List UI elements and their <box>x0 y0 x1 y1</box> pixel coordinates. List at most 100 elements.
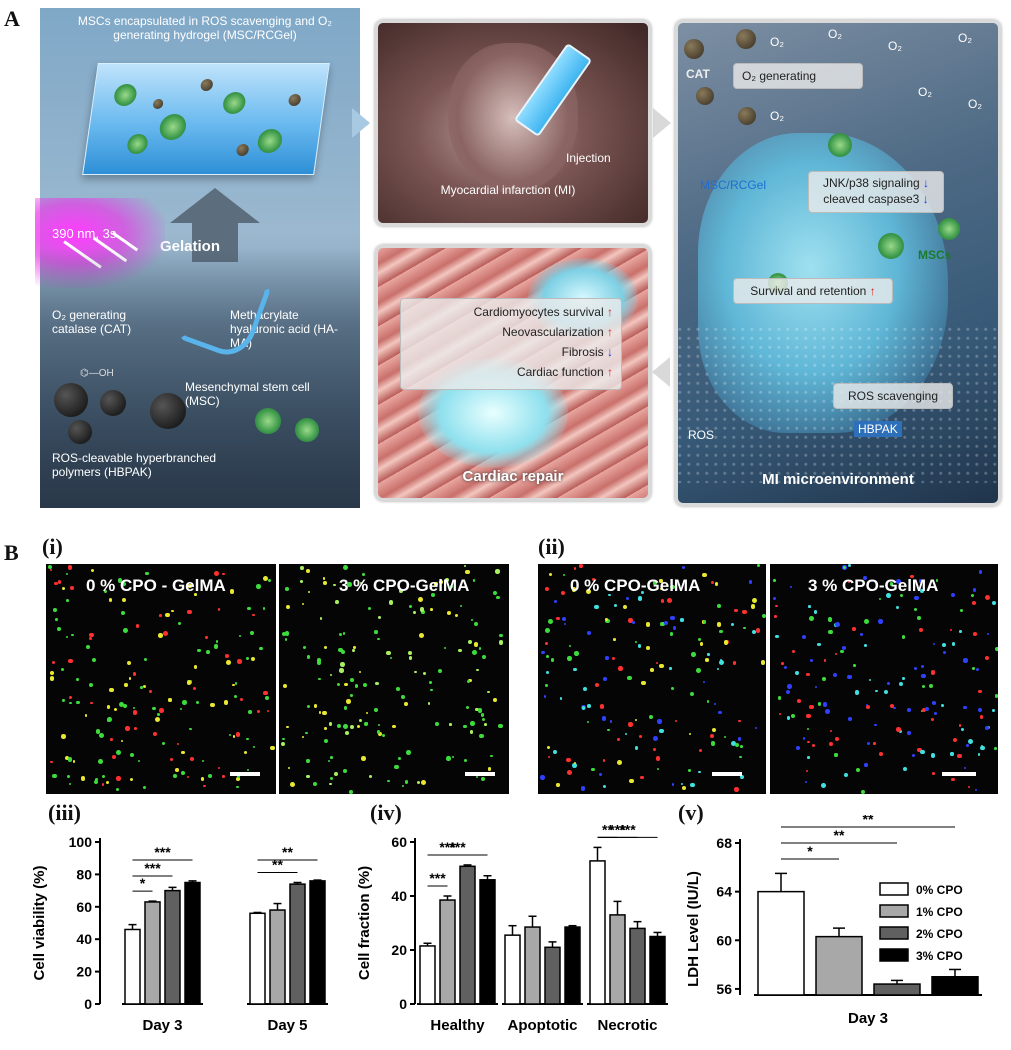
cell-dot <box>187 610 192 615</box>
cell-dot <box>943 651 947 655</box>
cell-dot <box>466 679 471 683</box>
cell-dot <box>847 716 852 721</box>
cell-dot <box>822 676 827 681</box>
cell-dot <box>182 699 187 705</box>
cell-dot <box>640 775 644 780</box>
y-axis-label: Cell fraction (%) <box>356 866 373 980</box>
cell-dot <box>628 722 633 727</box>
cell-dot <box>52 773 57 779</box>
cell-dot <box>449 584 453 588</box>
cell-dot <box>324 739 329 744</box>
cell-dot <box>646 622 651 627</box>
cell-dot <box>967 785 970 789</box>
arrow-right-icon <box>352 108 370 138</box>
y-axis-label: LDH Level (IU/L) <box>685 871 702 987</box>
significance-stars: *** <box>609 821 626 837</box>
legend-swatch <box>879 926 909 940</box>
cell-dot <box>69 701 72 705</box>
cell-dot <box>423 672 427 676</box>
cell-dot <box>237 658 242 664</box>
cell-dot <box>342 768 347 773</box>
uv-label: 390 nm, 3s <box>52 226 117 241</box>
cell-dot <box>378 723 381 726</box>
cell-dot <box>148 690 152 694</box>
cell-dot <box>434 582 438 586</box>
significance-stars: ** <box>834 827 845 843</box>
cell-dot <box>155 717 161 723</box>
cell-dot <box>984 725 990 731</box>
cell-dot <box>792 649 796 653</box>
cell-dot <box>458 648 462 653</box>
cell-dot <box>957 754 962 759</box>
cell-dot <box>804 780 808 784</box>
y-tick-label: 56 <box>716 981 732 997</box>
cell-dot <box>340 649 345 654</box>
cell-dot <box>229 734 232 737</box>
cell-dot <box>246 768 250 772</box>
cell-dot <box>389 656 392 659</box>
bar <box>439 899 456 1005</box>
cell-dot <box>586 631 591 636</box>
cell-dot <box>703 680 706 684</box>
cell-dot <box>496 595 500 600</box>
cell-dot <box>742 610 747 615</box>
cell-dot <box>367 606 371 611</box>
cell-dot <box>253 746 256 749</box>
cell-dot <box>84 713 88 717</box>
cell-dot <box>480 713 485 717</box>
cell-dot <box>80 776 86 781</box>
cell-dot <box>101 783 105 786</box>
cell-dot <box>706 700 710 703</box>
cell-dot <box>622 604 628 610</box>
cell-dot <box>958 723 962 727</box>
cell-dot <box>884 690 889 695</box>
cell-dot <box>468 678 473 683</box>
cell-dot <box>586 589 591 595</box>
cell-dot <box>952 737 957 742</box>
cell-dot <box>874 723 877 727</box>
cell-dot <box>487 690 490 694</box>
cell-dot <box>66 635 69 638</box>
panel-label-a: A <box>4 6 20 31</box>
cell-dot <box>650 668 654 672</box>
cell-dot <box>796 699 801 704</box>
cell-dot <box>660 599 664 603</box>
cell-dot <box>847 675 852 680</box>
cell-dot <box>631 620 635 624</box>
cell-dot <box>817 642 821 647</box>
cell-dot <box>626 596 630 600</box>
cell-dot <box>382 734 386 738</box>
cell-dot <box>236 774 240 778</box>
y-tick-label: 60 <box>76 899 92 915</box>
cell-dot <box>172 774 177 778</box>
cell-dot <box>205 650 210 655</box>
bar <box>144 901 161 1005</box>
cell-dot <box>168 698 172 702</box>
cell-dot <box>235 732 241 737</box>
significance-stars: ** <box>282 844 293 860</box>
cell-dot <box>670 615 675 621</box>
cell-dot <box>618 666 623 671</box>
cell-dot <box>896 606 900 610</box>
cell-dot <box>869 679 872 682</box>
cell-dot <box>832 672 838 677</box>
cell-dot <box>61 734 66 739</box>
cell-dot <box>659 663 664 669</box>
cell-dot <box>716 667 720 671</box>
cell-dot <box>446 756 451 761</box>
cell-dot <box>238 634 241 637</box>
cell-dot <box>338 647 343 653</box>
cell-dot <box>566 757 572 763</box>
cell-dot <box>124 683 128 687</box>
cell-dot <box>481 777 486 782</box>
cell-dot <box>142 785 146 790</box>
hbpak-structure-icon: ⌬—OH <box>80 368 114 379</box>
cell-dot <box>910 574 914 579</box>
cell-dot <box>473 642 479 647</box>
cell-dot <box>739 755 742 759</box>
repair-outcomes: Cardiomyocytes survival ↑ Neovasculariza… <box>400 298 622 390</box>
cell-dot <box>464 564 467 567</box>
cell-dot <box>627 675 632 681</box>
cell-dot <box>824 708 830 714</box>
cell-dot <box>416 780 421 785</box>
